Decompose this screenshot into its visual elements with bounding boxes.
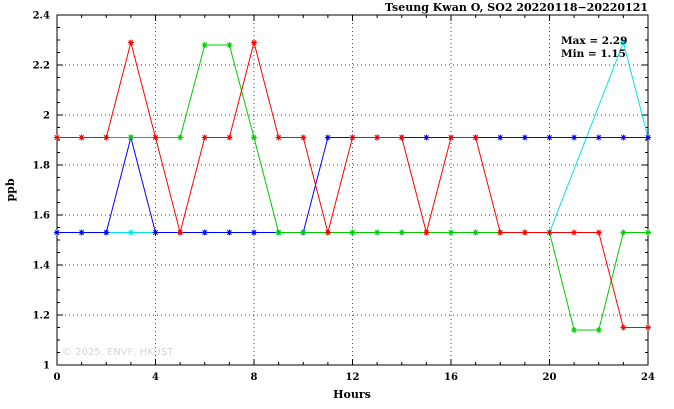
- series-marker-blue: [497, 134, 504, 141]
- series-marker-blue: [103, 229, 110, 236]
- series-marker-red: [201, 134, 208, 141]
- series-marker-green: [571, 327, 578, 333]
- x-axis-label: Hours: [333, 388, 371, 401]
- series-marker-green: [620, 229, 627, 236]
- series-marker-green: [127, 134, 134, 141]
- x-tick-label: 20: [543, 372, 557, 383]
- series-marker-red: [300, 134, 307, 141]
- series-marker-red: [374, 134, 381, 141]
- max-annotation: Max = 2.29: [561, 35, 627, 47]
- series-marker-blue: [546, 134, 553, 141]
- chart-title: Tseung Kwan O, SO2 20220118−20220121: [385, 1, 648, 14]
- series-marker-green: [645, 229, 651, 236]
- y-tick-label: 1.2: [33, 311, 50, 322]
- y-tick-label: 2.4: [33, 11, 50, 22]
- series-marker-green: [448, 229, 454, 236]
- series-marker-green: [300, 229, 307, 236]
- series-marker-green: [374, 229, 381, 236]
- series-marker-cyan: [127, 229, 134, 236]
- series-marker-red: [103, 134, 110, 141]
- y-tick-label: 1.6: [33, 211, 50, 222]
- watermark: © 2025, ENVF, HKUST: [62, 347, 174, 358]
- series-marker-blue: [152, 229, 159, 236]
- series-marker-red: [497, 229, 504, 236]
- series-line-red: [57, 40, 648, 328]
- series-marker-green: [349, 229, 356, 236]
- x-tick-label: 8: [251, 372, 258, 383]
- series-marker-red: [472, 134, 479, 141]
- series-marker-blue: [521, 134, 528, 141]
- series-marker-red: [127, 39, 134, 46]
- y-tick-label: 2.2: [33, 61, 50, 72]
- y-tick-label: 1.8: [33, 161, 50, 172]
- x-tick-label: 24: [641, 372, 655, 383]
- series-marker-red: [448, 134, 454, 141]
- series-marker-blue: [645, 134, 651, 141]
- series-marker-red: [423, 229, 430, 236]
- series-marker-blue: [201, 229, 208, 236]
- series-marker-blue: [571, 134, 578, 141]
- y-tick-label: 2: [43, 111, 50, 122]
- series-marker-red: [645, 324, 651, 331]
- series-marker-blue: [226, 229, 233, 236]
- series-marker-red: [54, 134, 60, 141]
- series-marker-green: [177, 134, 184, 141]
- series-marker-red: [349, 134, 356, 141]
- series-marker-green: [201, 42, 208, 48]
- plot-area: 0 4 8 12 16 20 24 1 1.2 1.4 1.6 1.8 2 2.2 2.4: [33, 11, 655, 384]
- series-marker-red: [571, 229, 578, 236]
- series-marker-red: [78, 134, 85, 141]
- x-tick-label: 4: [152, 372, 159, 383]
- series-marker-blue: [423, 134, 430, 141]
- x-tick-label: 0: [54, 372, 61, 383]
- series-marker-green: [472, 229, 479, 236]
- series-marker-blue: [78, 229, 85, 236]
- series-marker-green: [595, 327, 602, 333]
- series-marker-red: [620, 324, 627, 331]
- series-marker-blue: [251, 229, 257, 236]
- series-marker-red: [595, 229, 602, 236]
- series-marker-red: [275, 134, 282, 141]
- y-tick-label: 1: [43, 361, 50, 372]
- series-marker-red: [226, 134, 233, 141]
- series-marker-blue: [595, 134, 602, 141]
- min-annotation: Min = 1.15: [561, 48, 626, 60]
- y-tick-label: 1.4: [33, 261, 50, 272]
- series-marker-blue: [324, 134, 331, 141]
- x-tick-label: 12: [346, 372, 360, 383]
- series-marker-green: [226, 42, 233, 48]
- series-marker-red: [251, 39, 257, 46]
- series-marker-red: [398, 134, 405, 141]
- series-marker-green: [251, 134, 257, 141]
- y-axis-label: ppb: [4, 178, 17, 201]
- series-marker-red: [546, 229, 553, 236]
- series-marker-blue: [620, 134, 627, 141]
- series-marker-blue: [54, 229, 60, 236]
- series-marker-red: [152, 134, 159, 141]
- series-marker-cyan: [620, 39, 627, 46]
- series-marker-red: [177, 229, 184, 236]
- series-marker-green: [275, 229, 282, 236]
- series-marker-green: [398, 229, 405, 236]
- series-marker-red: [324, 229, 331, 236]
- x-tick-label: 16: [444, 372, 458, 383]
- series-marker-red: [521, 229, 528, 236]
- plot-border: [56, 14, 649, 366]
